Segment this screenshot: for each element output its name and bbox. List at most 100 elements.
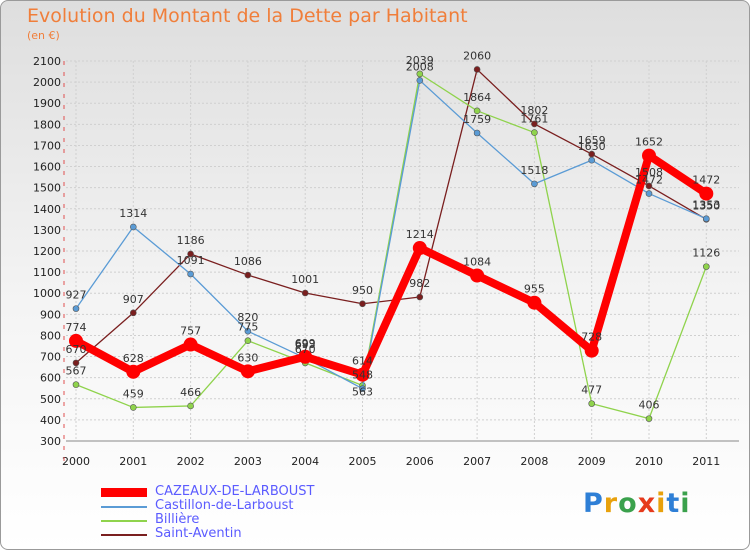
- data-label: 1759: [463, 113, 491, 126]
- data-point: [72, 359, 80, 367]
- data-label: 1186: [177, 234, 205, 247]
- data-label: 2008: [406, 60, 434, 73]
- data-label: 548: [352, 369, 373, 382]
- data-label: 1214: [406, 228, 434, 241]
- data-label: 2060: [463, 49, 491, 62]
- data-point: [301, 289, 309, 297]
- logo-letter: i: [656, 488, 667, 519]
- logo-letter: x: [637, 488, 657, 519]
- data-label: 670: [66, 343, 87, 356]
- data-label: 820: [237, 311, 258, 324]
- data-label: 927: [66, 289, 87, 302]
- data-point: [355, 367, 370, 382]
- data-label: 466: [180, 386, 201, 399]
- data-point: [130, 309, 137, 317]
- data-point: [416, 293, 424, 301]
- data-label: 1652: [635, 136, 663, 149]
- data-label: 699: [295, 337, 316, 350]
- logo-letter: t: [666, 488, 681, 519]
- data-point: [473, 129, 481, 137]
- data-label: 1126: [692, 247, 720, 260]
- data-point: [645, 190, 653, 197]
- data-point: [187, 402, 194, 410]
- data-label: 628: [123, 352, 144, 365]
- data-label: 775: [237, 321, 258, 334]
- data-point: [69, 333, 83, 348]
- data-point: [130, 404, 137, 411]
- y-tick-label: 1400: [33, 203, 61, 216]
- data-point: [588, 156, 596, 164]
- data-point: [702, 263, 710, 270]
- data-point: [588, 400, 596, 407]
- data-label: 757: [180, 325, 201, 338]
- chart-subtitle: (en €): [27, 29, 60, 42]
- series-lines: [69, 66, 714, 422]
- data-label: 1350: [692, 199, 720, 212]
- data-label: 1086: [234, 255, 262, 268]
- data-label: 459: [123, 387, 144, 400]
- logo-letter: r: [603, 488, 619, 519]
- data-point: [470, 268, 485, 283]
- chart-title: Evolution du Montant de la Dette par Hab…: [27, 5, 468, 27]
- data-label: 982: [409, 277, 430, 290]
- data-point: [187, 270, 194, 278]
- data-label: 1091: [177, 254, 205, 267]
- legend-swatch: [101, 520, 147, 522]
- data-label: 406: [639, 399, 660, 412]
- y-tick-label: 900: [40, 308, 61, 321]
- x-tick-label: 2001: [119, 455, 147, 468]
- series-line-0: [72, 151, 711, 379]
- data-label: 1001: [291, 273, 319, 286]
- axes: 300 400 500 600 700 800 900 1000 1100 1200 1300 140…: [33, 55, 739, 468]
- data-label: 1314: [119, 207, 147, 220]
- x-tick-label: 2006: [406, 455, 434, 468]
- data-label: 567: [66, 365, 87, 378]
- data-labels: 670 907 1186 1086 1001 950 982 2060 1802 1659 1508…: [66, 49, 721, 411]
- data-point: [531, 129, 538, 136]
- data-label: 693: [295, 338, 316, 351]
- data-label: 1518: [520, 164, 548, 177]
- y-tick-label: 1900: [33, 97, 61, 110]
- y-tick-label: 600: [40, 372, 61, 385]
- data-point: [240, 364, 255, 379]
- data-point: [126, 364, 141, 379]
- y-tick-label: 800: [40, 329, 61, 342]
- y-tick-label: 2000: [33, 76, 61, 89]
- proxiti-logo: Proxiti: [583, 488, 691, 519]
- data-point: [642, 148, 656, 163]
- data-point: [412, 241, 427, 256]
- x-tick-label: 2010: [635, 455, 663, 468]
- x-tick-label: 2007: [463, 455, 491, 468]
- data-label: 1508: [635, 166, 663, 179]
- logo-letter: P: [583, 488, 604, 519]
- x-tick-label: 2002: [177, 455, 205, 468]
- data-label: 1472: [692, 174, 720, 187]
- x-tick-label: 2009: [578, 455, 606, 468]
- x-tick-label: 2003: [234, 455, 262, 468]
- legend-label: Saint-Aventin: [155, 526, 242, 541]
- data-point: [244, 271, 252, 279]
- data-label: 728: [581, 331, 602, 344]
- data-point: [473, 107, 481, 115]
- data-label: 1630: [578, 140, 606, 153]
- data-point: [359, 300, 366, 308]
- data-label: 1659: [578, 134, 606, 147]
- x-tick-label: 2008: [520, 455, 548, 468]
- data-point: [702, 215, 710, 222]
- y-tick-label: 500: [40, 393, 61, 406]
- legend-swatch: [101, 488, 147, 497]
- y-tick-label: 1100: [33, 266, 61, 279]
- series-line-2: [75, 73, 707, 420]
- data-label: 1084: [463, 255, 491, 268]
- y-tick-label: 1600: [33, 161, 61, 174]
- data-point: [298, 349, 313, 364]
- data-point: [416, 77, 424, 84]
- data-point: [416, 70, 424, 78]
- data-label: 1353: [692, 199, 720, 212]
- data-label: 630: [237, 351, 258, 364]
- y-tick-label: 2100: [33, 55, 61, 68]
- data-point: [527, 295, 542, 310]
- y-tick-label: 1500: [33, 182, 61, 195]
